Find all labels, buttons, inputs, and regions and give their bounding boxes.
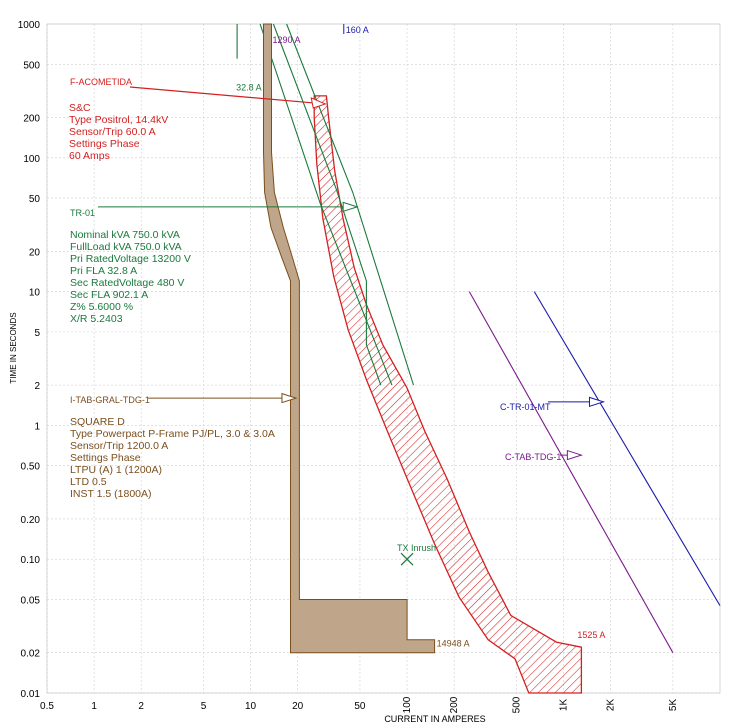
label-line-tr-01-3: Pri FLA 32.8 A xyxy=(70,265,137,277)
x-tick-label-1k: 1K xyxy=(559,699,570,712)
x-tick-label-2k: 2K xyxy=(606,699,617,712)
label-tag-i-tab-gral-tdg-1: I-TAB-GRAL-TDG-1 xyxy=(70,395,150,405)
y-tick-label-10: 10 xyxy=(29,288,41,299)
y-tick-label-20: 20 xyxy=(29,247,41,258)
label-line-tr-01-6: Z% 5.6000 % xyxy=(70,301,133,313)
x-tick-label-200: 200 xyxy=(449,696,460,713)
x-tick-label-5k: 5K xyxy=(668,699,679,712)
arrowhead-c-tr-01-mt xyxy=(588,396,606,408)
label-line-i-tab-gral-tdg-1-6: INST 1.5 (1800A) xyxy=(70,488,152,500)
label-line-f-acometida-4: 60 Amps xyxy=(69,150,110,162)
x-tick-label-50: 50 xyxy=(354,701,366,712)
curve-line xyxy=(468,291,674,653)
label-line-tr-01-0: Nominal kVA 750.0 kVA xyxy=(70,229,180,241)
y-tick-label-1: 1 xyxy=(34,421,40,432)
chart-grid xyxy=(46,23,721,694)
y-tick-label-0-01: 0.01 xyxy=(21,689,41,700)
annotation-14948-a: 14948 A xyxy=(437,639,470,649)
x-tick-label-1: 1 xyxy=(91,701,97,712)
y-tick-label-2: 2 xyxy=(34,381,40,392)
tx-inrush-label: TX Inrush xyxy=(397,543,436,553)
annotation-1525-a: 1525 A xyxy=(577,630,605,640)
label-tag-c-tr-01-mt: C-TR-01-MT xyxy=(500,402,551,412)
series-f-acometida xyxy=(313,95,583,694)
arrowhead-c-tab-tdg-1 xyxy=(566,449,583,461)
arrowhead-i-tab-gral-tdg-1 xyxy=(281,392,298,404)
curve-line xyxy=(533,291,721,606)
series-tr-01 xyxy=(236,23,415,386)
leader-f-acometida xyxy=(129,86,326,105)
label-line-tr-01-7: X/R 5.2403 xyxy=(70,313,123,325)
tx-inrush-marker-b xyxy=(400,552,414,566)
label-line-i-tab-gral-tdg-1-2: Sensor/Trip 1200.0 A xyxy=(70,440,168,452)
x-axis-label: CURRENT IN AMPERES xyxy=(384,714,485,724)
arrowhead-f-acometida xyxy=(310,97,327,109)
y-tick-label-500: 500 xyxy=(23,60,40,71)
series-i-tab-gral-tdg-1 xyxy=(263,23,436,654)
chart-series xyxy=(236,23,721,694)
x-tick-label-500: 500 xyxy=(511,696,522,713)
y-tick-label-0-20: 0.20 xyxy=(21,515,41,526)
label-tag-c-tab-tdg-1: C-TAB-TDG-1 xyxy=(505,452,561,462)
label-tag-tr-01: TR-01 xyxy=(70,208,95,218)
label-line-tr-01-1: FullLoad kVA 750.0 kVA xyxy=(70,241,182,253)
label-line-f-acometida-2: Sensor/Trip 60.0 A xyxy=(69,126,156,138)
transformer-curve-1 xyxy=(259,23,393,386)
plot-frame xyxy=(46,23,721,694)
y-axis-label: TIME IN SECONDS xyxy=(9,312,18,383)
label-line-i-tab-gral-tdg-1-1: Type Powerpact P-Frame PJ/PL, 3.0 & 3.0A xyxy=(70,428,275,440)
annotation-160-a: 160 A xyxy=(346,25,369,35)
label-line-tr-01-5: Sec FLA 902.1 A xyxy=(70,289,148,301)
y-tick-label-0-02: 0.02 xyxy=(21,649,41,660)
y-tick-label-50: 50 xyxy=(29,194,41,205)
label-line-f-acometida-3: Settings Phase xyxy=(69,138,140,150)
x-tick-label-100: 100 xyxy=(402,696,413,713)
label-line-i-tab-gral-tdg-1-3: Settings Phase xyxy=(70,452,141,464)
y-tick-label-100: 100 xyxy=(23,154,40,165)
chart-ticks: 0.5 1 2 5 10 20 50 100 200 500 1K 2K 5K1000500200100… xyxy=(18,20,679,713)
label-line-tr-01-4: Sec RatedVoltage 480 V xyxy=(70,277,184,289)
series-c-tab-tdg-1 xyxy=(468,291,674,653)
annotation-32-8-a: 32.8 A xyxy=(236,83,262,93)
label-line-tr-01-2: Pri RatedVoltage 13200 V xyxy=(70,253,191,265)
y-tick-label-1000: 1000 xyxy=(18,20,41,31)
x-tick-label-20: 20 xyxy=(292,701,304,712)
arrowhead-tr-01 xyxy=(342,201,359,213)
x-tick-label-5: 5 xyxy=(201,701,207,712)
annotation-1290-a: 1290 A xyxy=(272,35,300,45)
label-line-i-tab-gral-tdg-1-0: SQUARE D xyxy=(70,416,125,428)
label-line-f-acometida-1: Type Positrol, 14.4kV xyxy=(69,114,168,126)
y-tick-label-200: 200 xyxy=(23,114,40,125)
label-line-i-tab-gral-tdg-1-4: LTPU (A) 1 (1200A) xyxy=(70,464,162,476)
y-tick-label-5: 5 xyxy=(34,328,40,339)
series-c-tr-01-mt xyxy=(533,291,721,606)
y-tick-label-0-50: 0.50 xyxy=(21,462,41,473)
y-tick-label-0-10: 0.10 xyxy=(21,555,41,566)
transformer-curve-3 xyxy=(286,23,415,386)
breaker-band xyxy=(263,23,436,654)
label-tag-f-acometida: F-ACOMETIDA xyxy=(70,77,132,87)
x-tick-label-0-5: 0.5 xyxy=(40,701,54,712)
label-line-i-tab-gral-tdg-1-5: LTD 0.5 xyxy=(70,476,107,488)
chart-annotations: 1290 A 32.8 A 160 A 14948 A 1525 A TX Inrush F… xyxy=(69,24,605,649)
x-tick-label-2: 2 xyxy=(138,701,144,712)
x-tick-label-10: 10 xyxy=(245,701,257,712)
label-line-f-acometida-0: S&C xyxy=(69,102,91,114)
fuse-band xyxy=(313,95,583,694)
y-tick-label-0-05: 0.05 xyxy=(21,595,41,606)
transformer-curve-2 xyxy=(272,23,382,386)
